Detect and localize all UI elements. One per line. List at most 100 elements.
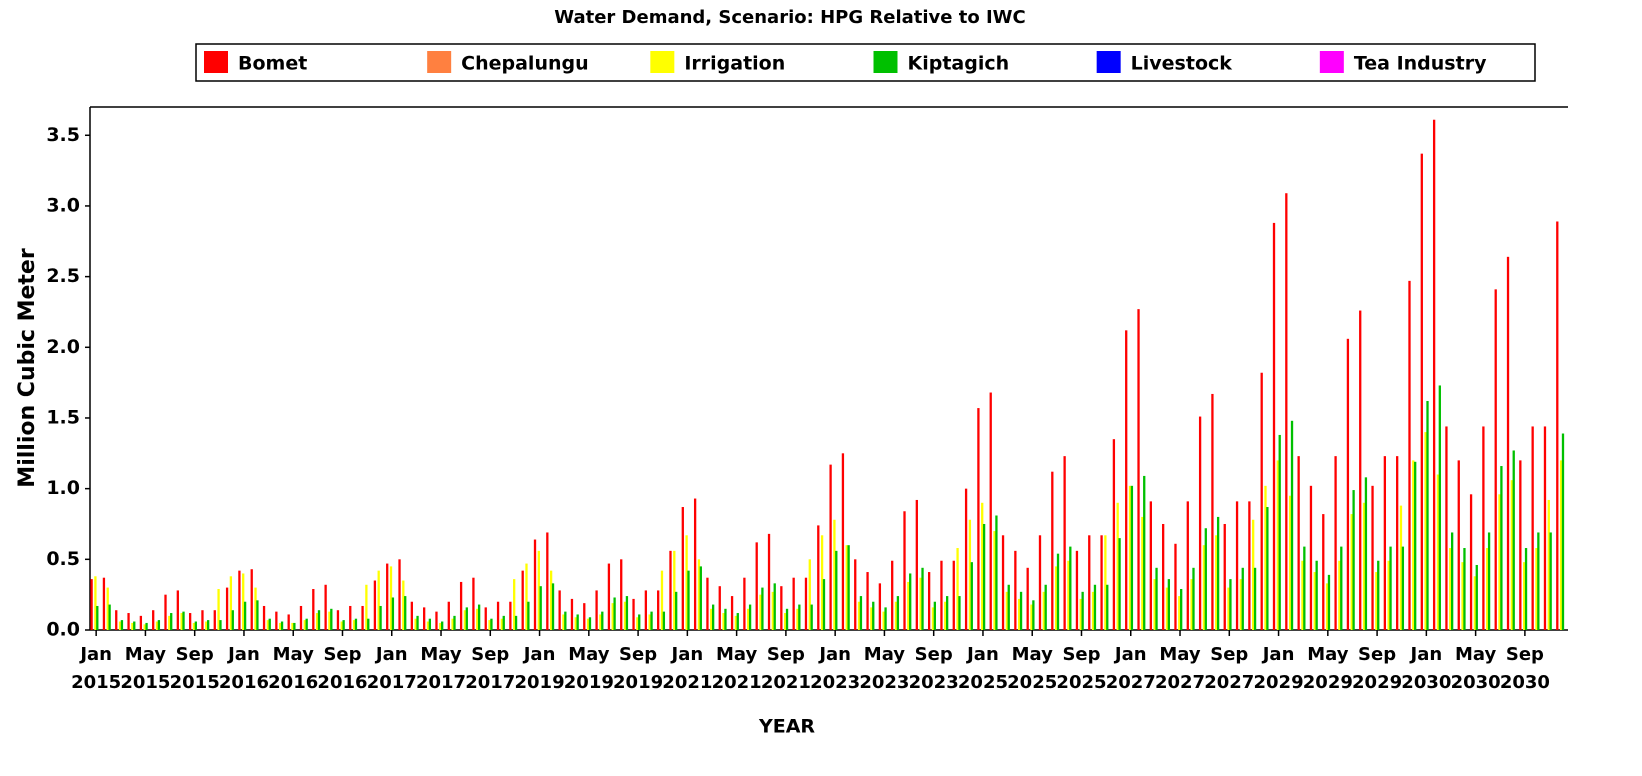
bar [1301, 560, 1304, 630]
bar [1303, 546, 1306, 630]
bar [1211, 393, 1214, 630]
bar [783, 613, 787, 630]
bar [1007, 584, 1010, 630]
x-tick-label: May 2015 [120, 644, 170, 693]
bar [1432, 119, 1436, 630]
bar [693, 498, 697, 630]
bar [1377, 560, 1380, 630]
bar [1352, 490, 1355, 630]
bar [1069, 546, 1072, 630]
legend-label: Kiptagich [908, 53, 1010, 75]
y-tick-label: 1.0 [46, 477, 80, 499]
bar [657, 590, 660, 630]
legend-swatch [650, 51, 675, 73]
bar [970, 562, 973, 630]
bar [857, 601, 861, 630]
bar [1408, 280, 1411, 630]
bar [1383, 456, 1387, 630]
bar [157, 620, 161, 630]
bar [699, 566, 702, 630]
bar [1239, 579, 1243, 630]
bar [638, 614, 641, 630]
bar [1401, 546, 1405, 630]
bar [1313, 572, 1316, 630]
bar [866, 572, 869, 630]
bar [1165, 587, 1169, 630]
bar [527, 601, 530, 630]
bar [1561, 433, 1565, 630]
bar [1457, 460, 1460, 630]
bar [188, 613, 192, 630]
bar [884, 607, 887, 630]
bar [1038, 535, 1042, 630]
bar [558, 590, 561, 630]
bar [139, 615, 143, 630]
bar [1264, 485, 1267, 630]
bar [1278, 434, 1281, 630]
bar [1327, 574, 1331, 630]
bar [870, 607, 873, 630]
bar [601, 611, 604, 630]
bar [1475, 564, 1478, 630]
bar [576, 614, 579, 630]
bar [133, 621, 136, 630]
bar [636, 617, 639, 630]
bar [1346, 338, 1350, 630]
bar [447, 601, 450, 630]
x-tick-label: Jan 2015 [71, 644, 121, 693]
bar [771, 591, 774, 630]
bar [1063, 456, 1066, 630]
bar [551, 583, 555, 630]
bar [207, 620, 210, 630]
bar [588, 617, 592, 630]
bar [1241, 567, 1244, 630]
bar [106, 587, 109, 630]
bar [1030, 604, 1033, 630]
y-axis-label: Million Cubic Meter [15, 248, 40, 488]
x-tick-label: Jan 2030 [1401, 644, 1451, 693]
bar [502, 615, 505, 630]
bar [711, 604, 715, 630]
bar [472, 577, 475, 630]
bar [242, 573, 245, 630]
bar [650, 611, 653, 630]
bar [1426, 401, 1429, 630]
bar [977, 408, 980, 630]
chart-title: Water Demand, Scenario: HPG Relative to … [554, 7, 1026, 28]
legend-label: Tea Industry [1354, 53, 1487, 75]
bar [521, 570, 524, 630]
x-tick-label: Sep 2025 [1056, 644, 1106, 693]
bar [644, 590, 648, 630]
bar [1044, 584, 1047, 630]
bar [1559, 460, 1563, 630]
bar [1019, 591, 1023, 630]
bar [435, 611, 438, 630]
bar [525, 563, 528, 630]
bar [734, 615, 738, 630]
bar [1469, 494, 1473, 630]
bar [968, 519, 972, 630]
bar [669, 550, 672, 630]
bar [354, 618, 358, 630]
bar [706, 577, 709, 630]
bar [120, 620, 124, 630]
bar [620, 559, 623, 630]
bar [465, 607, 468, 630]
bar [389, 566, 393, 630]
bar [386, 563, 389, 630]
bar [981, 502, 984, 630]
bar [164, 594, 167, 630]
bar [94, 576, 97, 630]
bar [1252, 519, 1255, 630]
bar [299, 605, 303, 630]
legend-swatch [427, 51, 452, 73]
bar [1143, 475, 1146, 630]
bar [1051, 471, 1054, 630]
bar [993, 531, 996, 630]
bar [102, 577, 106, 630]
bar [1227, 587, 1230, 630]
bar [1424, 432, 1427, 630]
bar [477, 604, 481, 630]
bar [808, 559, 811, 630]
bar [414, 618, 417, 630]
